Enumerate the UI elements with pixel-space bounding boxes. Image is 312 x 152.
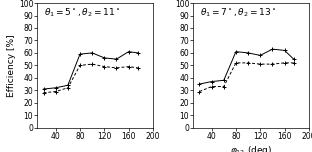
Y-axis label: Efficiency [%]: Efficiency [%] (7, 34, 16, 97)
Text: $\theta_1= 7^\circ, \theta_2=13^\circ$: $\theta_1= 7^\circ, \theta_2=13^\circ$ (200, 7, 277, 19)
X-axis label: $\varphi_{12}$ (deg): $\varphi_{12}$ (deg) (230, 144, 272, 152)
Text: $\theta_1= 5^\circ, \theta_2=11^\circ$: $\theta_1= 5^\circ, \theta_2=11^\circ$ (44, 7, 121, 19)
